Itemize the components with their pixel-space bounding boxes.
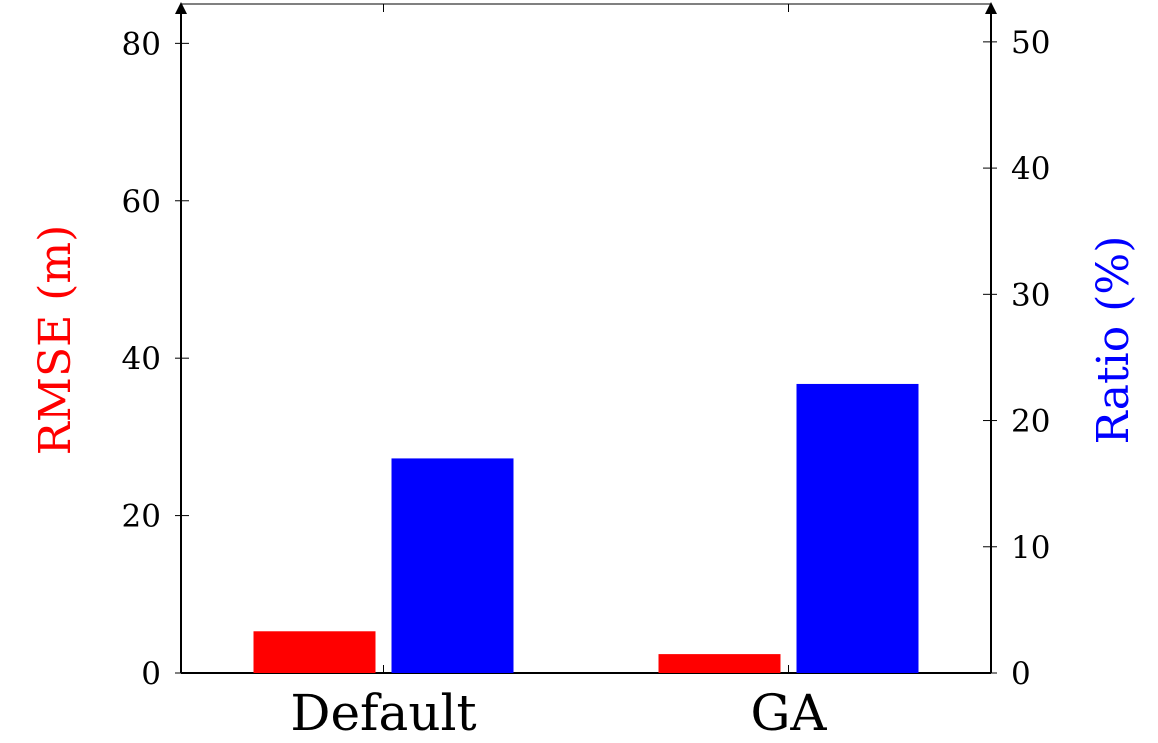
bar-rmse [253,631,376,673]
right-y-tick-label: 50 [1011,25,1050,61]
bars [253,383,919,673]
bar-ratio [796,383,919,673]
bar-ratio [391,458,514,673]
x-tick-label: GA [750,684,827,742]
left-axis-arrow-icon [175,2,187,14]
left-y-tick-label: 80 [122,26,161,62]
left-y-tick-label: 40 [122,341,161,377]
right-axis-arrow-icon [985,2,997,14]
left-y-tick-label: 60 [122,184,161,220]
left-y-tick-label: 0 [141,656,161,692]
right-y-tick-label: 20 [1011,404,1050,440]
right-y-tick-label: 30 [1011,277,1050,313]
left-y-tick-label: 20 [122,499,161,535]
right-y-tick-label: 40 [1011,151,1050,187]
left-axis-title: RMSE (m) [30,225,81,455]
bar-rmse [658,654,781,673]
right-y-tick-label: 10 [1011,530,1050,566]
ticks: Default GA 0 20 40 60 80 0 10 20 30 40 50 [122,4,1050,742]
x-tick-label: Default [290,684,476,742]
right-axis-title: Ratio (%) [1088,236,1139,445]
right-y-tick-label: 0 [1011,656,1031,692]
